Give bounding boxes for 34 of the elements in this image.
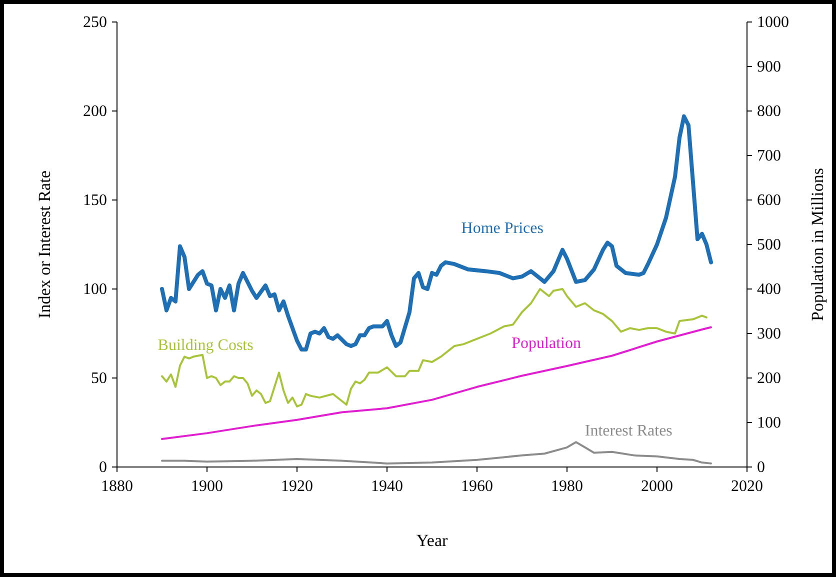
y-tick-label: 50 — [91, 370, 107, 387]
y-tick-label: 250 — [83, 14, 107, 31]
y2-tick-label: 900 — [757, 58, 781, 76]
x-tick-label: 1900 — [191, 478, 223, 495]
x-tick-label: 1940 — [371, 478, 403, 495]
x-tick-label: 1920 — [281, 478, 313, 495]
series-label: Building Costs — [158, 337, 254, 354]
y-axis-title: Index or Interest Rate — [35, 170, 54, 318]
y2-tick-label: 0 — [757, 459, 765, 476]
x-tick-label: 1960 — [461, 478, 493, 495]
y-tick-label: 200 — [83, 103, 107, 120]
y-tick-label: 150 — [83, 192, 107, 209]
x-axis-title: Year — [416, 531, 448, 550]
x-tick-label: 2020 — [731, 478, 763, 495]
y2-tick-label: 200 — [757, 370, 781, 387]
line-series — [161, 441, 712, 464]
y2-tick-label: 300 — [757, 326, 781, 342]
series-label: Population — [512, 334, 581, 352]
x-tick-label: 1980 — [551, 478, 583, 495]
series-label: Home Prices — [461, 220, 544, 237]
y2-tick-label: 600 — [757, 192, 781, 209]
y2-tick-label: 800 — [757, 103, 781, 120]
y2-tick-label: 400 — [757, 281, 781, 298]
y2-axis-title: Population in Millions — [808, 168, 827, 322]
y2-tick-label: 100 — [757, 414, 781, 432]
series-label: Interest Rates — [584, 422, 672, 440]
x-tick-label: 1880 — [101, 478, 133, 495]
line-series — [160, 114, 713, 352]
y-tick-label: 0 — [99, 459, 107, 476]
y2-tick-label: 500 — [757, 236, 781, 254]
y2-tick-label: 1000 — [757, 14, 789, 31]
x-tick-label: 2000 — [641, 478, 673, 495]
y2-tick-label: 700 — [757, 148, 781, 164]
y-tick-label: 100 — [83, 281, 107, 298]
